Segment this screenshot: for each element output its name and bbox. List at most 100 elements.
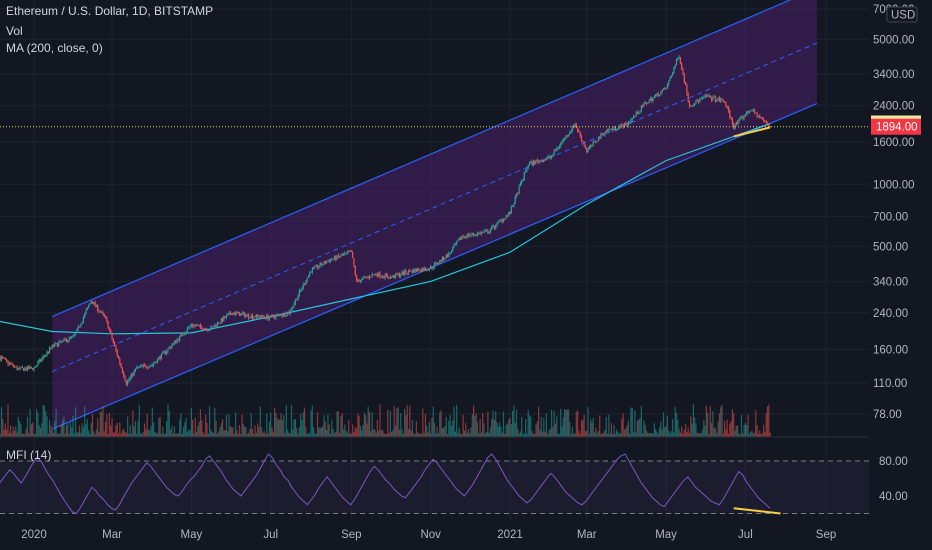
volume-bar-570 bbox=[695, 423, 697, 437]
candle-body-472 bbox=[567, 134, 570, 137]
volume-bar-495 bbox=[597, 431, 600, 437]
price-axis[interactable]: 7000.005000.003400.002400.001600.001000.… bbox=[873, 4, 918, 421]
volume-bar-427 bbox=[509, 417, 511, 437]
volume-bar-109 bbox=[95, 429, 98, 437]
volume-bar-459 bbox=[551, 409, 553, 437]
candle-body-365 bbox=[428, 268, 430, 271]
candle-body-227 bbox=[249, 317, 251, 319]
volume-bar-256 bbox=[287, 429, 289, 437]
candle-body-512 bbox=[619, 124, 622, 127]
candle-body-464 bbox=[557, 147, 559, 149]
volume-bar-555 bbox=[675, 412, 678, 437]
volume-bar-552 bbox=[671, 419, 674, 437]
volume-bar-260 bbox=[292, 429, 294, 437]
volume-bar-247 bbox=[275, 412, 277, 437]
volume-bar-188 bbox=[198, 421, 200, 437]
candle-body-204 bbox=[219, 322, 221, 324]
volume-bar-65 bbox=[38, 425, 40, 437]
candle-body-137 bbox=[132, 373, 134, 376]
candle-body-238 bbox=[263, 316, 265, 318]
candle-body-595 bbox=[727, 107, 730, 111]
candle-body-588 bbox=[718, 97, 720, 102]
candle-body-533 bbox=[647, 102, 649, 104]
volume-bar-330 bbox=[383, 432, 385, 437]
mfi-axis[interactable]: 80.00 40.00 bbox=[879, 456, 908, 503]
volume-bar-200 bbox=[214, 407, 216, 437]
volume-bar-204 bbox=[219, 427, 221, 437]
volume-bar-323 bbox=[374, 429, 376, 437]
candle-body-134 bbox=[128, 379, 130, 381]
volume-bar-377 bbox=[444, 426, 446, 437]
volume-bar-263 bbox=[296, 428, 298, 437]
candle-body-531 bbox=[644, 102, 646, 104]
candle-body-404 bbox=[479, 232, 481, 235]
volume-bar-414 bbox=[492, 410, 494, 437]
candle-body-109 bbox=[95, 304, 98, 306]
candle-body-375 bbox=[441, 256, 443, 262]
candle-body-357 bbox=[418, 268, 420, 271]
volume-bar-451 bbox=[540, 416, 542, 437]
volume-bar-322 bbox=[372, 429, 375, 437]
candle-body-423 bbox=[504, 218, 506, 220]
candle-body-425 bbox=[506, 214, 508, 216]
candle-body-458 bbox=[549, 156, 551, 158]
candle-body-612 bbox=[750, 110, 752, 112]
candle-body-236 bbox=[260, 315, 263, 317]
volume-bar-545 bbox=[662, 412, 665, 437]
candle-body-206 bbox=[221, 318, 224, 322]
candle-body-101 bbox=[85, 310, 87, 314]
volume-bar-212 bbox=[229, 426, 231, 437]
volume-bar-237 bbox=[262, 432, 264, 437]
candle-body-106 bbox=[91, 301, 94, 304]
candle-body-411 bbox=[488, 232, 490, 234]
candle-body-35 bbox=[0, 356, 1, 360]
volume-bar-453 bbox=[543, 417, 545, 437]
volume-bar-150 bbox=[149, 430, 151, 437]
chart-title[interactable]: Ethereum / U.S. Dollar, 1D, BITSTAMP bbox=[6, 4, 214, 18]
candle-body-530 bbox=[643, 103, 645, 107]
volume-bar-472 bbox=[567, 409, 570, 437]
volume-bar-313 bbox=[361, 430, 363, 437]
vol-legend[interactable]: Vol bbox=[6, 24, 23, 38]
candle-body-376 bbox=[443, 256, 445, 260]
candle-body-200 bbox=[214, 324, 216, 327]
volume-bars bbox=[0, 404, 771, 437]
candle-body-208 bbox=[224, 316, 226, 318]
ma-legend[interactable]: MA (200, close, 0) bbox=[6, 41, 103, 55]
volume-bar-462 bbox=[554, 423, 557, 437]
candle-body-288 bbox=[328, 260, 330, 262]
volume-bar-160 bbox=[162, 426, 164, 437]
volume-bar-141 bbox=[137, 420, 139, 437]
volume-bar-532 bbox=[645, 430, 648, 437]
candle-body-152 bbox=[151, 364, 153, 366]
channel-upper bbox=[51, 0, 792, 318]
candle-body-317 bbox=[366, 276, 368, 278]
volume-bar-596 bbox=[729, 423, 731, 437]
candle-body-281 bbox=[319, 263, 321, 267]
candle-body-301 bbox=[345, 252, 347, 254]
candle-body-445 bbox=[532, 161, 535, 165]
volume-bar-121 bbox=[111, 418, 113, 437]
volume-bar-608 bbox=[744, 422, 746, 437]
candle-body-229 bbox=[251, 315, 254, 319]
candle-body-565 bbox=[688, 101, 691, 106]
candle-body-535 bbox=[649, 98, 652, 101]
volume-bar-138 bbox=[133, 426, 135, 437]
volume-bar-516 bbox=[625, 428, 627, 437]
volume-bar-224 bbox=[245, 427, 247, 437]
candle-body-426 bbox=[508, 212, 510, 215]
volume-bar-281 bbox=[319, 427, 321, 437]
candle-body-559 bbox=[681, 63, 683, 69]
volume-bar-340 bbox=[396, 408, 398, 437]
mfi-legend[interactable]: MFI (14) bbox=[6, 448, 52, 462]
time-axis[interactable]: 2020 Mar May Jul Sep Nov 2021 Mar May Jul Sep bbox=[21, 529, 836, 541]
volume-bar-98 bbox=[81, 423, 83, 437]
volume-bar-271 bbox=[306, 433, 308, 437]
candle-body-76 bbox=[52, 344, 55, 347]
volume-bar-458 bbox=[549, 428, 551, 437]
candle-body-389 bbox=[459, 238, 462, 240]
volume-bar-236 bbox=[260, 427, 263, 437]
candle-body-286 bbox=[326, 261, 328, 264]
candle-body-253 bbox=[283, 313, 285, 316]
